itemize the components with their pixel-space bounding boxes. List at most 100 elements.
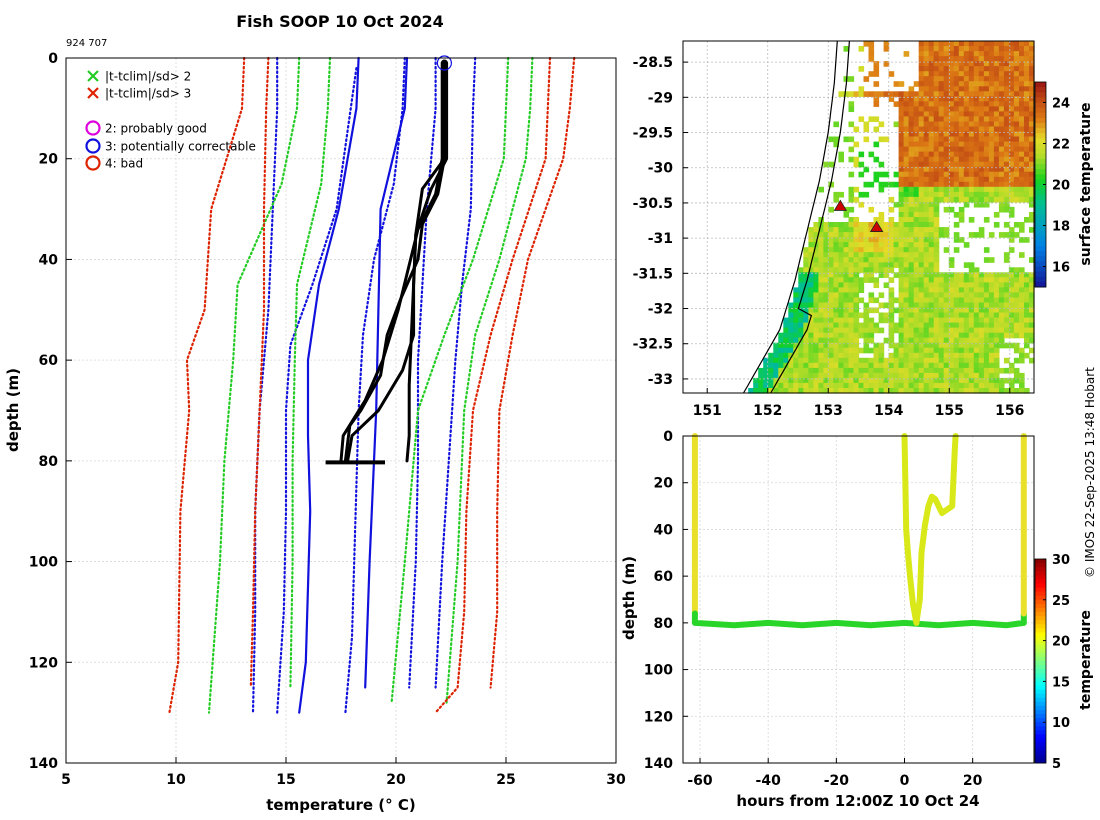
map-temperature-cell xyxy=(943,181,950,188)
map-temperature-cell xyxy=(933,357,940,364)
map-temperature-cell xyxy=(938,227,945,233)
depth-time-colorbar-frame xyxy=(1034,558,1047,764)
map-temperature-cell xyxy=(828,332,835,339)
map-temperature-cell xyxy=(988,317,995,324)
map-temperature-cell xyxy=(1029,116,1035,123)
map-temperature-cell xyxy=(818,297,825,304)
map-temperature-cell xyxy=(913,247,920,253)
map-temperature-cell xyxy=(983,76,990,82)
map-temperature-cell xyxy=(823,252,830,258)
map-temperature-cell xyxy=(918,116,925,123)
map-temperature-cell xyxy=(963,81,970,87)
map-temperature-cell xyxy=(823,327,830,334)
map-temperature-cell xyxy=(798,377,804,384)
map-temperature-cell xyxy=(968,171,975,178)
map-temperature-cell xyxy=(1013,176,1020,183)
map-temperature-cell xyxy=(1013,342,1020,349)
map-temperature-cell xyxy=(868,116,875,123)
map-temperature-cell xyxy=(988,71,995,77)
map-temperature-cell xyxy=(918,196,925,203)
map-temperature-cell xyxy=(928,267,935,273)
map-temperature-cell xyxy=(998,71,1005,77)
map-temperature-cell xyxy=(818,227,825,233)
depth-time-colorbar-segment xyxy=(1035,620,1046,625)
map-temperature-cell xyxy=(938,272,945,278)
map-temperature-cell xyxy=(983,91,990,97)
map-temperature-cell xyxy=(843,46,850,52)
map-temperature-cell xyxy=(1013,367,1020,374)
map-temperature-cell xyxy=(798,327,804,334)
map-temperature-cell xyxy=(913,201,920,208)
map-temperature-cell xyxy=(993,111,1000,118)
map-temperature-cell xyxy=(943,156,950,163)
map-temperature-cell xyxy=(1019,41,1025,47)
map-temperature-cell xyxy=(838,327,845,334)
map-temperature-cell xyxy=(893,342,900,349)
map-ytick-label: -30.5 xyxy=(633,196,673,212)
map-temperature-cell xyxy=(953,327,960,334)
map-temperature-cell xyxy=(833,136,840,143)
map-temperature-cell xyxy=(953,136,960,143)
map-temperature-cell xyxy=(928,191,935,198)
map-temperature-cell xyxy=(963,382,970,389)
map-temperature-cell xyxy=(903,267,910,273)
map-temperature-cell xyxy=(868,297,875,304)
map-temperature-cell xyxy=(873,252,880,258)
map-temperature-cell xyxy=(958,146,965,153)
map-temperature-cell xyxy=(958,217,965,223)
map-temperature-cell xyxy=(928,337,935,344)
map-temperature-cell xyxy=(913,362,920,369)
map-temperature-cell xyxy=(988,196,995,203)
map-temperature-cell xyxy=(1019,377,1025,384)
map-temperature-cell xyxy=(948,377,955,384)
map-temperature-cell xyxy=(1024,146,1030,153)
map-temperature-cell xyxy=(998,317,1005,324)
map-temperature-cell xyxy=(868,262,875,268)
map-temperature-cell xyxy=(848,372,855,379)
map-temperature-cell xyxy=(988,292,995,299)
map-temperature-cell xyxy=(1013,91,1020,97)
map-temperature-cell xyxy=(998,41,1005,47)
map-temperature-cell xyxy=(943,272,950,278)
map-temperature-cell xyxy=(953,116,960,123)
map-temperature-cell xyxy=(813,277,820,283)
map-temperature-cell xyxy=(1029,327,1035,334)
map-temperature-cell xyxy=(963,181,970,188)
map-temperature-cell xyxy=(988,101,995,107)
map-colorbar-segment xyxy=(1035,102,1046,109)
map-temperature-cell xyxy=(963,312,970,319)
map-temperature-cell xyxy=(1019,51,1025,57)
map-temperature-cell xyxy=(918,302,925,309)
map-temperature-cell xyxy=(938,46,945,52)
map-temperature-cell xyxy=(858,222,865,228)
map-temperature-cell xyxy=(928,322,935,329)
map-temperature-cell xyxy=(928,277,935,283)
map-temperature-cell xyxy=(988,86,995,92)
map-temperature-cell xyxy=(923,377,930,384)
map-temperature-cell xyxy=(998,66,1005,72)
map-temperature-cell xyxy=(828,322,835,329)
map-temperature-cell xyxy=(903,382,910,389)
map-temperature-cell xyxy=(1013,111,1020,118)
map-colorbar-segment xyxy=(1035,281,1046,288)
map-temperature-cell xyxy=(808,292,815,299)
map-temperature-cell xyxy=(978,227,985,233)
map-temperature-cell xyxy=(948,61,955,67)
map-temperature-cell xyxy=(958,66,965,72)
map-temperature-cell xyxy=(853,362,860,369)
map-temperature-cell xyxy=(843,367,850,374)
map-temperature-cell xyxy=(818,272,825,278)
map-temperature-cell xyxy=(968,41,975,47)
map-temperature-cell xyxy=(863,136,870,143)
map-temperature-cell xyxy=(818,262,825,268)
map-temperature-cell xyxy=(903,131,910,138)
map-temperature-cell xyxy=(918,292,925,299)
map-temperature-cell xyxy=(893,362,900,369)
map-temperature-cell xyxy=(953,297,960,304)
map-temperature-cell xyxy=(823,272,830,278)
map-temperature-cell xyxy=(918,106,925,113)
map-temperature-cell xyxy=(988,51,995,57)
map-temperature-cell xyxy=(773,367,779,374)
map-temperature-cell xyxy=(908,191,915,198)
map-temperature-cell xyxy=(928,201,935,208)
